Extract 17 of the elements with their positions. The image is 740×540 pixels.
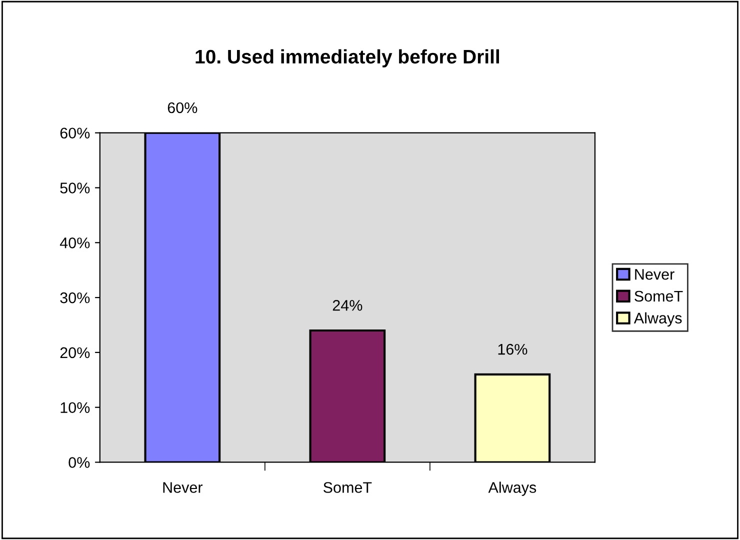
y-tick-label: 0% (68, 457, 90, 468)
x-tick-label: SomeT (324, 482, 372, 493)
legend-label: Always (634, 312, 682, 327)
y-tick-label: 40% (60, 238, 90, 248)
data-label: 60% (168, 102, 198, 114)
legend-label: SomeT (634, 290, 683, 302)
legend-label: Never (635, 269, 674, 280)
chart-title: 10. Used immediately before Drill (196, 49, 499, 68)
data-label: 16% (498, 344, 528, 355)
x-tick-label: Always (488, 482, 536, 496)
data-label: 24% (332, 300, 362, 311)
y-tick-label: 50% (60, 182, 90, 194)
y-tick-label: 30% (60, 292, 90, 304)
x-tick-label: Never (163, 482, 203, 493)
y-tick-label: 10% (60, 402, 90, 414)
y-tick-label: 60% (60, 128, 90, 139)
y-tick-label: 20% (60, 347, 90, 358)
